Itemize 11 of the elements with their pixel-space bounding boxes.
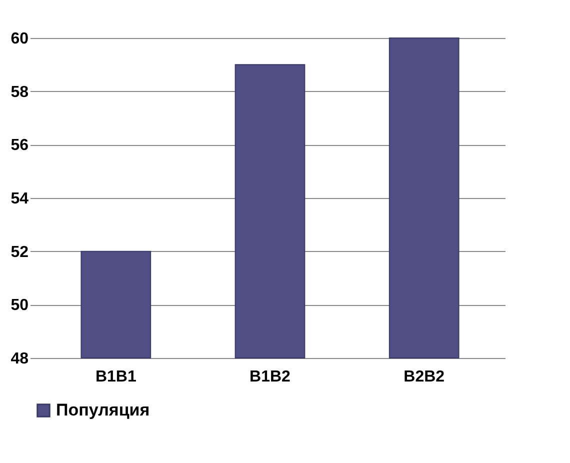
y-tick-label: 58 — [10, 84, 29, 101]
legend-label: Популяция — [56, 400, 150, 420]
x-tick-label: B1B2 — [250, 368, 291, 386]
y-tick-label: 50 — [10, 297, 29, 314]
y-tick-label: 52 — [10, 244, 29, 261]
x-tick-label: B2B2 — [404, 368, 445, 386]
y-tick-label: 48 — [10, 350, 29, 368]
y-tick-label: 54 — [10, 190, 29, 208]
x-tick-label: B1B1 — [95, 368, 136, 386]
y-tick-label: 56 — [10, 137, 29, 154]
y-tick-label: 60 — [10, 30, 29, 48]
